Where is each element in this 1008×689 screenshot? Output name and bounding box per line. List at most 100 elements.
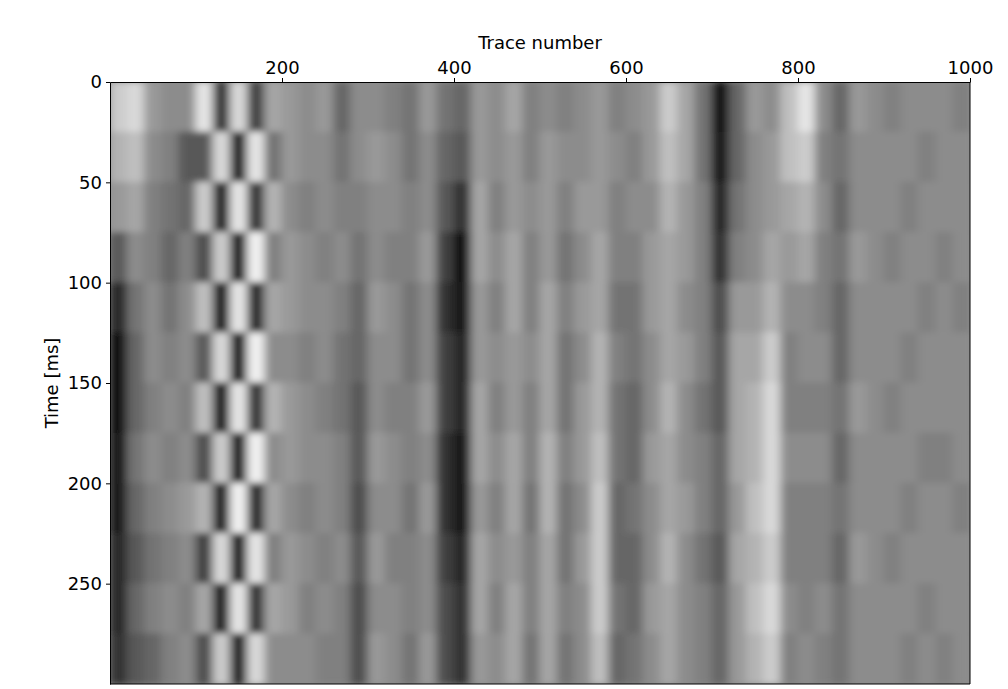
cell <box>849 633 867 684</box>
cell <box>557 583 575 634</box>
cell <box>677 633 695 684</box>
cell <box>454 383 472 434</box>
cell <box>385 633 403 684</box>
cell <box>815 82 833 133</box>
cell <box>901 533 919 584</box>
cell <box>316 132 334 183</box>
cell <box>712 483 730 534</box>
cell <box>763 433 781 484</box>
cell <box>763 282 781 333</box>
cell <box>282 533 300 584</box>
cell <box>161 483 179 534</box>
cell <box>454 583 472 634</box>
cell <box>110 282 128 333</box>
cell <box>815 583 833 634</box>
cell <box>694 232 712 283</box>
cell <box>901 332 919 383</box>
cell <box>591 633 609 684</box>
cell <box>574 232 592 283</box>
cell <box>918 583 936 634</box>
cell <box>574 483 592 534</box>
cell <box>918 182 936 233</box>
cell <box>127 433 145 484</box>
cell <box>746 383 764 434</box>
cell <box>660 433 678 484</box>
cell <box>264 182 282 233</box>
cell <box>161 182 179 233</box>
cell <box>884 332 902 383</box>
cell <box>901 232 919 283</box>
cell <box>849 483 867 534</box>
cell <box>299 232 317 283</box>
cell <box>127 483 145 534</box>
cell <box>746 282 764 333</box>
cell <box>626 182 644 233</box>
cell <box>488 82 506 133</box>
cell <box>471 82 489 133</box>
y-tick-label: 150 <box>68 372 102 393</box>
cell <box>952 232 970 283</box>
cell <box>866 583 884 634</box>
cell <box>712 433 730 484</box>
cell <box>608 483 626 534</box>
x-tick: 200 <box>265 57 299 82</box>
cell <box>918 533 936 584</box>
cell <box>488 332 506 383</box>
cell <box>574 132 592 183</box>
cell <box>299 282 317 333</box>
cell <box>247 282 265 333</box>
cell <box>643 433 661 484</box>
cell <box>213 633 231 684</box>
cell <box>436 383 454 434</box>
cell <box>849 533 867 584</box>
cell <box>866 182 884 233</box>
cell <box>626 132 644 183</box>
cell <box>247 383 265 434</box>
cell <box>350 383 368 434</box>
cell <box>849 583 867 634</box>
cell <box>677 182 695 233</box>
y-tick: 50 <box>79 172 110 193</box>
cell <box>918 633 936 684</box>
cell <box>282 633 300 684</box>
cell <box>178 533 196 584</box>
cell <box>952 583 970 634</box>
cell <box>264 82 282 133</box>
cell <box>591 583 609 634</box>
cell <box>144 433 162 484</box>
cell <box>436 583 454 634</box>
cell <box>299 383 317 434</box>
cell <box>196 182 214 233</box>
cell <box>815 383 833 434</box>
cell <box>712 82 730 133</box>
cell <box>247 633 265 684</box>
cell <box>402 182 420 233</box>
cell <box>540 383 558 434</box>
cell <box>488 182 506 233</box>
cell <box>161 132 179 183</box>
cell <box>694 383 712 434</box>
cell <box>144 383 162 434</box>
cell <box>952 433 970 484</box>
cell <box>299 433 317 484</box>
x-tick-mark <box>798 78 799 82</box>
cell <box>282 282 300 333</box>
plot-area <box>110 82 970 684</box>
cell <box>832 433 850 484</box>
cell <box>127 82 145 133</box>
cell <box>660 633 678 684</box>
cell <box>746 433 764 484</box>
cell <box>368 383 386 434</box>
cell <box>608 583 626 634</box>
cell <box>935 533 953 584</box>
cell <box>815 282 833 333</box>
cell <box>110 483 128 534</box>
cell <box>677 533 695 584</box>
cell <box>935 82 953 133</box>
cell <box>127 132 145 183</box>
plot-background <box>110 82 970 684</box>
cell <box>419 433 437 484</box>
cell <box>213 533 231 584</box>
cell <box>798 82 816 133</box>
cell <box>419 633 437 684</box>
